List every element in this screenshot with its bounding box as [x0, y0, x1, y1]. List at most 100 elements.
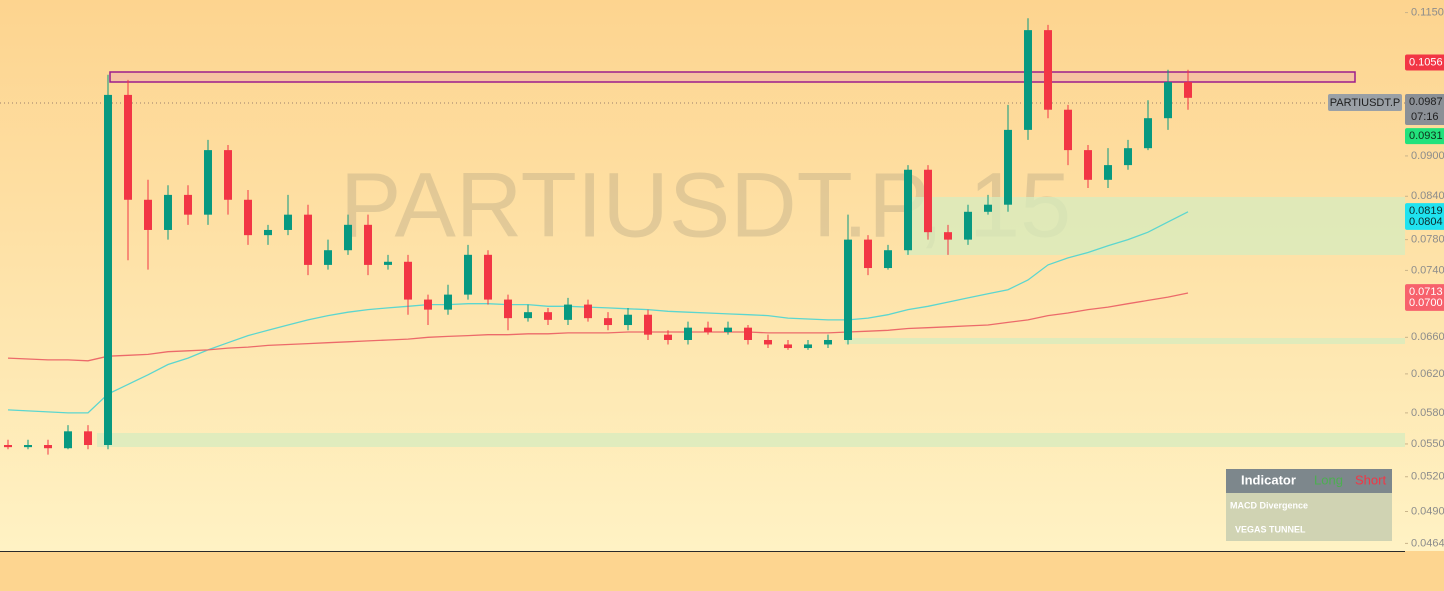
panel-row: VEGAS TUNNEL	[1235, 524, 1306, 534]
ma-line	[7, 211, 1189, 414]
candle-body	[1104, 165, 1112, 180]
indicator-panel: Indicator Long Short MACD Divergence VEG…	[1226, 469, 1392, 541]
price-tag	[1405, 294, 1444, 311]
resistance-box	[109, 71, 1356, 83]
candle-body	[44, 445, 52, 449]
y-tick-label: 0.1150	[1411, 6, 1444, 18]
candle-body	[1124, 148, 1132, 166]
candle-body	[604, 318, 612, 326]
zone	[905, 197, 1405, 255]
y-tick-label: 0.0740	[1411, 264, 1444, 276]
panel-body	[1226, 493, 1392, 541]
candle-body	[64, 431, 72, 449]
candle-body	[544, 312, 552, 320]
candle-body	[644, 314, 652, 335]
y-tick-label: 0.0490	[1411, 505, 1444, 517]
candle-body	[224, 150, 232, 200]
price-tag	[1405, 128, 1444, 145]
panel-short: Short	[1355, 472, 1386, 487]
candle-body	[4, 445, 12, 448]
candle-body	[804, 344, 812, 349]
candle-body	[464, 254, 472, 295]
candle-body	[824, 339, 832, 345]
y-tick-label: 0.0660	[1411, 331, 1444, 343]
candle-body	[764, 339, 772, 345]
price-tag	[1405, 213, 1444, 230]
candle-body	[704, 327, 712, 333]
y-tick-label: 0.0900	[1411, 150, 1444, 162]
candle-body	[324, 250, 332, 265]
candle-body	[844, 239, 852, 340]
candle-body	[364, 224, 372, 265]
candle-body	[984, 204, 992, 212]
y-tick-label: 0.0550	[1411, 438, 1444, 450]
candle-body	[164, 194, 172, 230]
candle-body	[1184, 82, 1192, 98]
candle-body	[524, 312, 532, 319]
candle-body	[884, 250, 892, 269]
candle-body	[904, 169, 912, 251]
candle-body	[1144, 118, 1152, 149]
candle-body	[684, 327, 692, 340]
candle-body	[784, 344, 792, 349]
symbol-label-box	[1328, 94, 1402, 111]
candle-body	[1064, 109, 1072, 151]
candle-body	[744, 327, 752, 340]
candle-body	[24, 445, 32, 448]
candle-body	[284, 214, 292, 230]
candle-body	[424, 299, 432, 310]
panel-header	[1226, 469, 1392, 493]
candle-body	[1044, 30, 1052, 110]
candle-body	[124, 94, 132, 200]
price-tag	[1405, 93, 1444, 125]
y-tick-label: 0.0520	[1411, 471, 1444, 483]
candle-body	[104, 94, 112, 446]
zone	[845, 338, 1405, 344]
candle-body	[484, 254, 492, 300]
plot	[4, 18, 1192, 455]
candle-body	[1164, 82, 1172, 119]
price-tag-label: 0.0987	[1409, 96, 1443, 108]
candle-body	[624, 314, 632, 326]
candle-body	[1024, 30, 1032, 130]
panel-row: MACD Divergence	[1230, 500, 1308, 510]
symbol-label: PARTIUSDT.P	[1330, 97, 1401, 109]
y-tick-label: 0.0840	[1411, 190, 1444, 202]
price-tag-label: 0.0804	[1409, 216, 1443, 228]
price-countdown: 07:16	[1411, 111, 1439, 123]
candle-body	[724, 327, 732, 333]
price-tag	[1405, 54, 1444, 71]
y-tick-label: 0.0620	[1411, 368, 1444, 380]
candle-body	[664, 334, 672, 340]
price-tag-label: 0.0931	[1409, 130, 1443, 142]
candle-body	[924, 169, 932, 233]
candle-body	[1084, 150, 1092, 180]
zone	[97, 433, 1405, 447]
volume-pane	[0, 551, 1444, 591]
candle-body	[264, 229, 272, 236]
y-tick-label: 0.0464	[1411, 537, 1444, 549]
candle-body	[344, 224, 352, 251]
candle-body	[944, 232, 952, 240]
candle-body	[1004, 129, 1012, 205]
candle-body	[304, 214, 312, 265]
candle-body	[964, 211, 972, 240]
price-tag-label: 0.0700	[1409, 297, 1443, 309]
panel-title: Indicator	[1241, 472, 1296, 487]
candle-body	[864, 239, 872, 269]
candle-body	[384, 261, 392, 265]
y-tick-label: 0.0580	[1411, 407, 1444, 419]
candle-body	[504, 299, 512, 319]
ma-line	[7, 292, 1189, 362]
price-tag-label: 0.1056	[1409, 56, 1443, 68]
candle-body	[184, 194, 192, 215]
candle-body	[84, 431, 92, 446]
chart-background	[0, 0, 1444, 551]
candle-body	[244, 199, 252, 236]
candle-body	[204, 150, 212, 215]
candle-body	[444, 294, 452, 310]
candle-body	[564, 304, 572, 320]
candle-body	[584, 304, 592, 319]
